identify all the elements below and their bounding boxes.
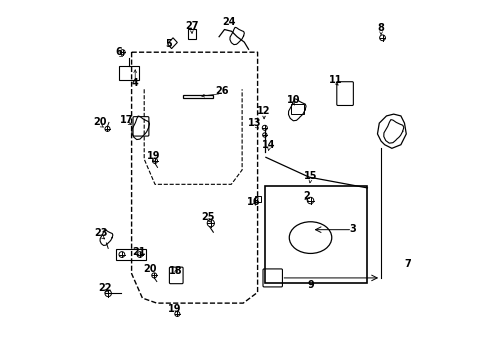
Bar (119, 66, 139, 80)
Bar (255, 196, 261, 202)
Text: 26: 26 (215, 86, 228, 96)
Text: 6: 6 (116, 47, 122, 57)
Bar (117, 249, 146, 260)
Text: 16: 16 (247, 197, 261, 207)
Bar (265, 186, 367, 283)
Text: 20: 20 (94, 117, 107, 127)
Text: 10: 10 (287, 95, 300, 105)
Text: 18: 18 (169, 266, 183, 276)
Bar (188, 29, 196, 39)
Text: 19: 19 (147, 150, 161, 161)
Text: 4: 4 (132, 78, 139, 88)
Text: 12: 12 (257, 106, 271, 116)
Text: 14: 14 (262, 140, 276, 150)
Text: 3: 3 (350, 224, 356, 234)
Polygon shape (377, 114, 406, 148)
Text: 17: 17 (120, 114, 134, 125)
Text: 27: 27 (185, 21, 198, 31)
Text: 11: 11 (329, 75, 343, 85)
Text: 23: 23 (94, 228, 108, 238)
Text: 25: 25 (201, 212, 215, 222)
Bar (183, 95, 213, 98)
Text: 24: 24 (222, 17, 236, 27)
Text: 19: 19 (168, 303, 182, 314)
Text: 13: 13 (248, 118, 262, 128)
Text: 15: 15 (304, 171, 317, 181)
Text: 22: 22 (98, 283, 112, 293)
Text: 8: 8 (378, 23, 385, 33)
Text: 20: 20 (143, 264, 157, 274)
Text: 5: 5 (165, 39, 172, 49)
Text: 2: 2 (303, 191, 310, 201)
Text: 9: 9 (307, 280, 314, 290)
Text: 7: 7 (404, 258, 411, 269)
Text: 21: 21 (132, 247, 146, 257)
Bar (291, 104, 304, 114)
